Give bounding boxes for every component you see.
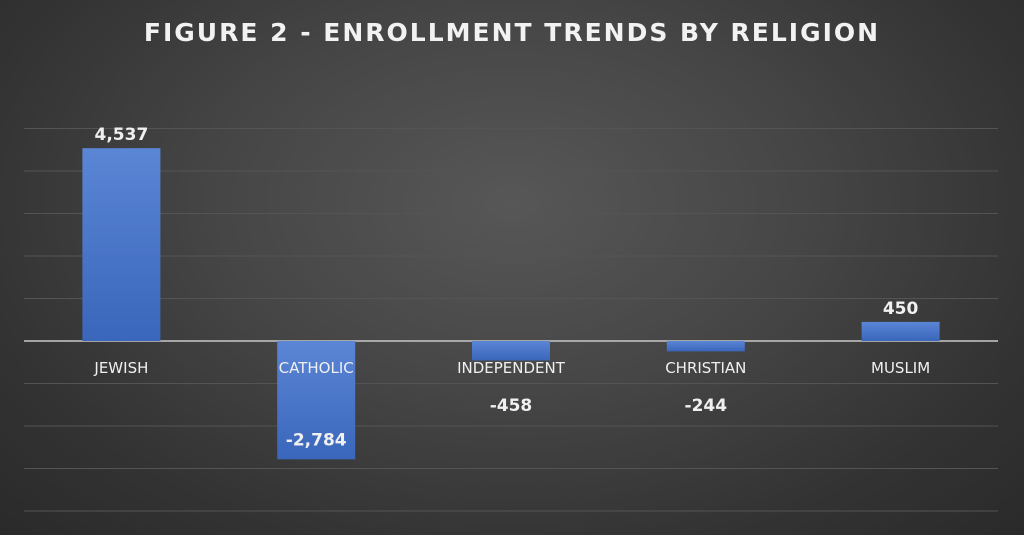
bar-independent	[472, 341, 550, 361]
bar-catholic	[277, 341, 356, 460]
category-label: JEWISH	[93, 359, 148, 377]
category-label: CATHOLIC	[279, 359, 354, 377]
data-label: -2,784	[286, 430, 347, 450]
category-label: CHRISTIAN	[665, 359, 746, 377]
data-label: 450	[883, 299, 919, 319]
category-label: INDEPENDENT	[457, 359, 566, 377]
chart-title: FIGURE 2 - ENROLLMENT TRENDS BY RELIGION	[143, 18, 881, 47]
bar-jewish	[82, 148, 161, 341]
data-label: -244	[685, 396, 728, 416]
labels: JEWISH 4,537 CATHOLIC -2,784 INDEPENDENT -458…	[93, 125, 930, 450]
data-label: -458	[490, 396, 533, 416]
bar-christian	[666, 341, 745, 352]
category-label: MUSLIM	[871, 359, 930, 377]
gridlines	[24, 128, 998, 512]
bar-muslim	[861, 321, 940, 341]
data-label: 4,537	[95, 125, 149, 145]
bars	[82, 148, 940, 460]
